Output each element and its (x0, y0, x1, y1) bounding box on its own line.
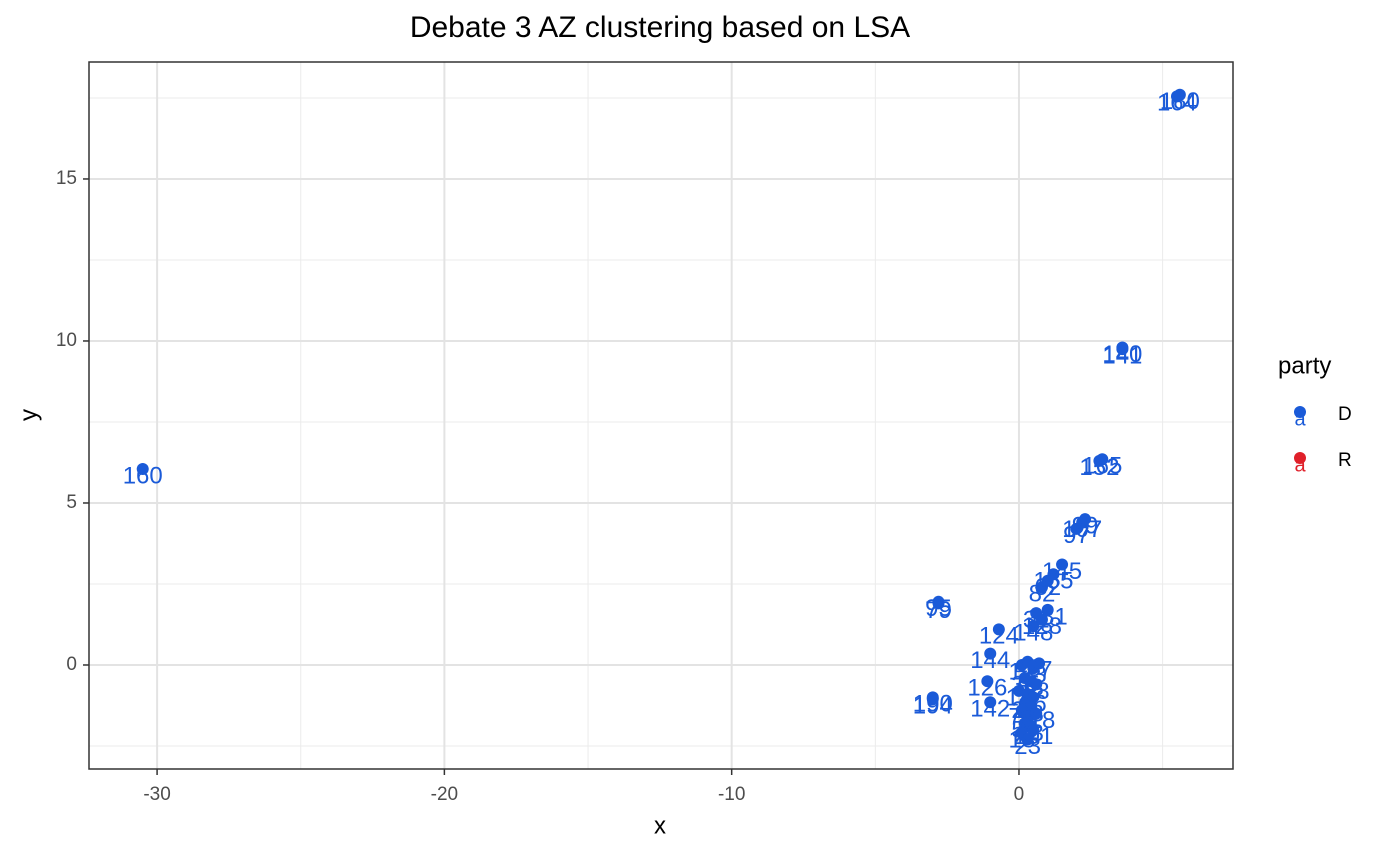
point-label: 128 (1022, 613, 1062, 640)
point (1027, 620, 1040, 633)
point-label: 160 (123, 462, 163, 489)
point-label: 99 (1072, 513, 1099, 540)
point (1027, 723, 1040, 736)
point (136, 462, 149, 475)
chart-title: Debate 3 AZ clustering based on LSA (410, 11, 910, 44)
legend-label: D (1338, 404, 1352, 425)
point-label: 180 (1160, 88, 1200, 115)
point (1021, 733, 1034, 746)
point-label: 23 (1014, 733, 1041, 760)
point (984, 696, 997, 709)
point-label: 142 (970, 696, 1010, 723)
y-tick-label: 5 (66, 492, 77, 513)
point-label: 95 (925, 595, 952, 622)
point-label: 194 (913, 692, 953, 719)
point (1030, 678, 1043, 691)
point (932, 595, 945, 608)
point-label: 124 (979, 623, 1019, 650)
y-axis-label: y (15, 409, 42, 421)
point (1030, 607, 1043, 620)
x-tick-label: 0 (1014, 784, 1025, 805)
point (992, 623, 1005, 636)
point (1056, 558, 1069, 571)
point-label: 181 (1028, 603, 1068, 630)
point (1030, 707, 1043, 720)
legend-key-glyph: a (1294, 408, 1306, 430)
legend-label: R (1338, 450, 1352, 471)
x-axis-label: x (654, 812, 666, 839)
point (981, 675, 994, 688)
point (1027, 691, 1040, 704)
panel-border (88, 61, 1234, 770)
y-tick-label: 10 (56, 330, 77, 351)
legend-key-point (1294, 452, 1306, 464)
point (926, 693, 939, 706)
point-label: 144 (970, 647, 1010, 674)
point-label: 148 (1013, 619, 1053, 646)
point (984, 647, 997, 660)
x-tick-label: -10 (718, 784, 745, 805)
point (1033, 657, 1046, 670)
point-label: 145 (1042, 558, 1082, 585)
y-tick-label: 15 (56, 168, 77, 189)
x-tick-label: -20 (431, 784, 458, 805)
point (1079, 513, 1092, 526)
point-label: 101 (1013, 723, 1053, 750)
legend-key-glyph: a (1294, 454, 1306, 476)
point (1096, 453, 1109, 466)
legend-key-point (1294, 406, 1306, 418)
x-tick-label: -30 (143, 784, 170, 805)
point-label: 140 (1102, 341, 1142, 368)
point (1041, 603, 1054, 616)
point (1173, 88, 1186, 101)
point (1116, 341, 1129, 354)
point (1047, 568, 1060, 581)
point-label: 165 (1082, 453, 1122, 480)
point-label: 155 (1033, 568, 1073, 595)
y-tick-label: 0 (66, 654, 77, 675)
legend-title: party (1278, 352, 1331, 379)
